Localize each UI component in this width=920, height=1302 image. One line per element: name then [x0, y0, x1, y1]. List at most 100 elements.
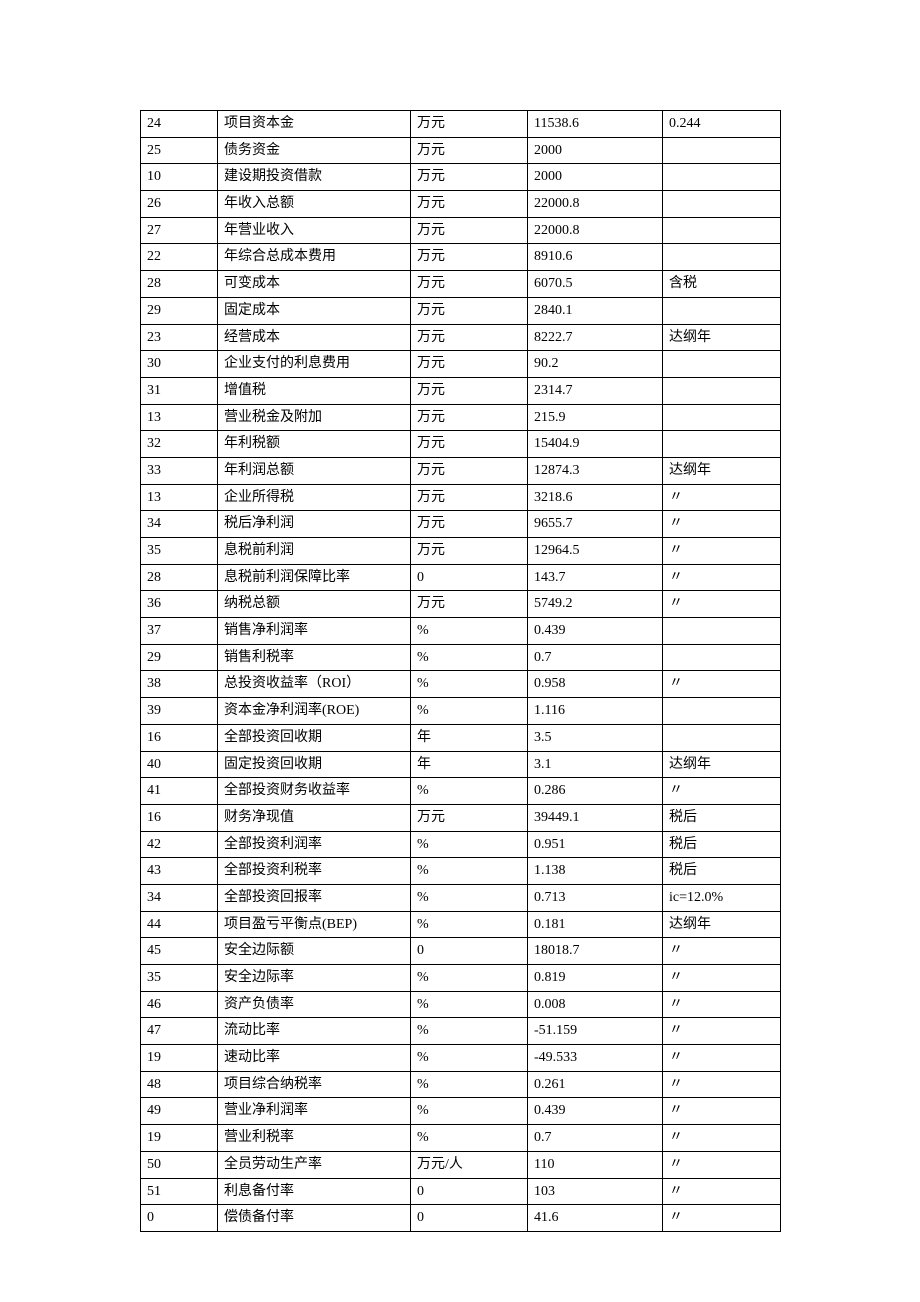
table-cell: 全员劳动生产率 [218, 1151, 411, 1178]
table-cell: 28 [141, 271, 218, 298]
table-cell: 0.951 [528, 831, 663, 858]
table-cell: 2000 [528, 164, 663, 191]
table-cell [663, 404, 781, 431]
table-cell: -49.533 [528, 1045, 663, 1072]
table-cell: 纳税总额 [218, 591, 411, 618]
table-row: 16全部投资回收期年3.5 [141, 724, 781, 751]
table-cell: 〃 [663, 511, 781, 538]
table-cell: 49 [141, 1098, 218, 1125]
table-cell: 0.713 [528, 884, 663, 911]
table-cell [663, 217, 781, 244]
table-cell: 13 [141, 404, 218, 431]
table-cell: 〃 [663, 671, 781, 698]
table-row: 42全部投资利润率%0.951税后 [141, 831, 781, 858]
table-cell: 营业净利润率 [218, 1098, 411, 1125]
table-cell: 0.008 [528, 991, 663, 1018]
table-cell: 34 [141, 511, 218, 538]
table-cell: 0.244 [663, 111, 781, 138]
table-cell [663, 618, 781, 645]
table-cell: 31 [141, 377, 218, 404]
table-row: 49营业净利润率%0.439〃 [141, 1098, 781, 1125]
table-row: 32年利税额万元15404.9 [141, 431, 781, 458]
table-cell [663, 698, 781, 725]
table-cell: 息税前利润 [218, 538, 411, 565]
table-cell [663, 164, 781, 191]
table-cell: 税后 [663, 804, 781, 831]
table-cell: 23 [141, 324, 218, 351]
table-cell: 万元 [411, 191, 528, 218]
table-cell: 〃 [663, 1151, 781, 1178]
table-cell: % [411, 698, 528, 725]
table-cell: 全部投资回报率 [218, 884, 411, 911]
table-cell: 万元 [411, 404, 528, 431]
table-cell: 0.261 [528, 1071, 663, 1098]
table-cell: 万元 [411, 137, 528, 164]
table-cell: 39449.1 [528, 804, 663, 831]
table-cell: 40 [141, 751, 218, 778]
table-cell: 年 [411, 751, 528, 778]
table-cell: 16 [141, 724, 218, 751]
table-cell: 45 [141, 938, 218, 965]
table-cell: 经营成本 [218, 324, 411, 351]
table-row: 45安全边际额018018.7〃 [141, 938, 781, 965]
table-cell: % [411, 778, 528, 805]
table-cell: 90.2 [528, 351, 663, 378]
table-cell: 达纲年 [663, 457, 781, 484]
table-cell: 0.819 [528, 965, 663, 992]
table-cell [663, 244, 781, 271]
table-cell: % [411, 858, 528, 885]
table-row: 36纳税总额万元5749.2〃 [141, 591, 781, 618]
table-cell: 22 [141, 244, 218, 271]
table-row: 28息税前利润保障比率0143.7〃 [141, 564, 781, 591]
table-cell: 10 [141, 164, 218, 191]
table-cell: 安全边际率 [218, 965, 411, 992]
table-cell: % [411, 831, 528, 858]
table-cell: 5749.2 [528, 591, 663, 618]
table-row: 23经营成本万元8222.7达纲年 [141, 324, 781, 351]
table-row: 44项目盈亏平衡点(BEP)%0.181达纲年 [141, 911, 781, 938]
table-row: 37销售净利润率%0.439 [141, 618, 781, 645]
table-cell: 万元 [411, 457, 528, 484]
table-cell: 35 [141, 965, 218, 992]
table-cell: 〃 [663, 938, 781, 965]
table-cell [663, 351, 781, 378]
table-cell: 〃 [663, 1125, 781, 1152]
table-row: 24项目资本金万元11538.60.244 [141, 111, 781, 138]
table-cell: 2000 [528, 137, 663, 164]
table-cell: 36 [141, 591, 218, 618]
table-cell: 〃 [663, 965, 781, 992]
table-row: 51利息备付率0103〃 [141, 1178, 781, 1205]
table-cell: 〃 [663, 591, 781, 618]
table-cell: 29 [141, 297, 218, 324]
table-cell [663, 191, 781, 218]
table-cell: 营业利税率 [218, 1125, 411, 1152]
table-cell: 〃 [663, 1045, 781, 1072]
table-cell: 万元 [411, 538, 528, 565]
table-cell: 28 [141, 564, 218, 591]
table-row: 22年综合总成本费用万元8910.6 [141, 244, 781, 271]
table-cell: 11538.6 [528, 111, 663, 138]
table-cell: 0.439 [528, 618, 663, 645]
table-cell: ic=12.0% [663, 884, 781, 911]
table-row: 31增值税万元2314.7 [141, 377, 781, 404]
table-cell [663, 377, 781, 404]
table-row: 27年营业收入万元22000.8 [141, 217, 781, 244]
table-body: 24项目资本金万元11538.60.24425债务资金万元200010建设期投资… [141, 111, 781, 1232]
table-cell: 全部投资利润率 [218, 831, 411, 858]
table-cell: 27 [141, 217, 218, 244]
table-row: 46资产负债率%0.008〃 [141, 991, 781, 1018]
table-cell: 2840.1 [528, 297, 663, 324]
table-cell: 万元 [411, 511, 528, 538]
table-cell: 8222.7 [528, 324, 663, 351]
table-cell: 33 [141, 457, 218, 484]
table-cell [663, 724, 781, 751]
table-cell: 19 [141, 1125, 218, 1152]
table-cell: 0 [411, 1205, 528, 1232]
table-cell: -51.159 [528, 1018, 663, 1045]
table-cell: 〃 [663, 564, 781, 591]
table-cell: 〃 [663, 1071, 781, 1098]
table-row: 34税后净利润万元9655.7〃 [141, 511, 781, 538]
table-cell: 37 [141, 618, 218, 645]
table-cell: 6070.5 [528, 271, 663, 298]
table-cell: 全部投资财务收益率 [218, 778, 411, 805]
